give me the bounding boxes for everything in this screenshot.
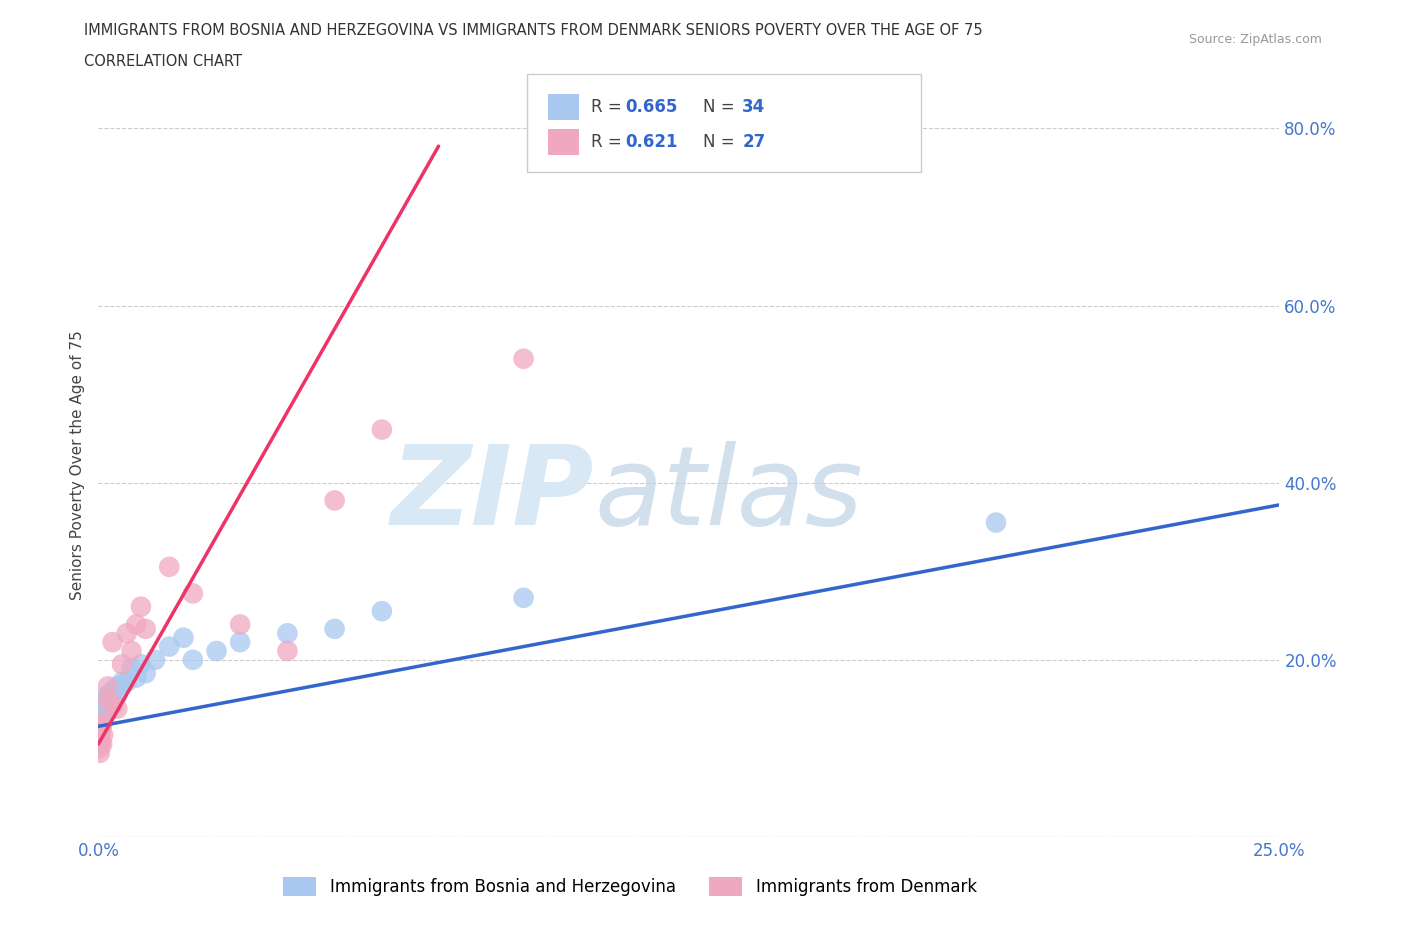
Point [121, 661, 143, 676]
Point [371, 604, 394, 618]
Point [91, 697, 114, 711]
Point [984, 515, 1007, 530]
Point [135, 621, 157, 636]
Point [157, 639, 180, 654]
Y-axis label: Seniors Poverty Over the Age of 75: Seniors Poverty Over the Age of 75 [69, 330, 84, 600]
Point [512, 591, 534, 605]
Text: CORRELATION CHART: CORRELATION CHART [84, 54, 242, 69]
Point [91, 727, 114, 742]
Legend: Immigrants from Bosnia and Herzegovina, Immigrants from Denmark: Immigrants from Bosnia and Herzegovina, … [277, 870, 983, 903]
Point [101, 684, 124, 698]
Point [105, 679, 128, 694]
Point [91, 714, 114, 729]
Point [97, 688, 120, 703]
Text: R =: R = [591, 98, 627, 116]
Point [181, 586, 204, 601]
Point [91, 701, 114, 716]
Text: 0.621: 0.621 [626, 133, 678, 152]
Text: 0.665: 0.665 [626, 98, 678, 116]
Point [512, 352, 534, 366]
Point [111, 657, 134, 671]
Point [89, 732, 111, 747]
Point [90, 714, 112, 729]
Point [105, 701, 128, 716]
Text: ZIP: ZIP [391, 441, 595, 549]
Point [205, 644, 228, 658]
Text: atlas: atlas [595, 441, 863, 549]
Text: N =: N = [703, 133, 740, 152]
Point [143, 653, 166, 668]
Point [157, 560, 180, 575]
Point [89, 719, 111, 734]
Point [101, 697, 124, 711]
Point [111, 674, 134, 689]
Point [229, 617, 252, 631]
Point [90, 710, 112, 724]
Point [115, 626, 138, 641]
Point [121, 644, 143, 658]
Text: IMMIGRANTS FROM BOSNIA AND HERZEGOVINA VS IMMIGRANTS FROM DENMARK SENIORS POVERT: IMMIGRANTS FROM BOSNIA AND HERZEGOVINA V… [84, 23, 983, 38]
Point [90, 701, 112, 716]
Point [91, 714, 114, 729]
Text: 27: 27 [742, 133, 766, 152]
Text: R =: R = [591, 133, 627, 152]
Point [323, 621, 346, 636]
Point [129, 599, 152, 614]
Point [89, 741, 111, 756]
Point [91, 737, 114, 751]
Point [323, 493, 346, 508]
Point [91, 692, 114, 707]
Point [371, 422, 394, 437]
Point [89, 746, 111, 761]
Text: 34: 34 [742, 98, 766, 116]
Point [129, 657, 152, 671]
Point [89, 706, 111, 721]
Point [90, 719, 112, 734]
Text: N =: N = [703, 98, 740, 116]
Point [172, 631, 194, 645]
Text: Source: ZipAtlas.com: Source: ZipAtlas.com [1188, 33, 1322, 46]
Point [97, 679, 120, 694]
Point [125, 671, 148, 685]
Point [97, 692, 120, 707]
Point [276, 626, 298, 641]
Point [125, 617, 148, 631]
Point [101, 692, 124, 707]
Point [89, 714, 111, 729]
Point [97, 692, 120, 707]
Point [101, 634, 124, 649]
Point [105, 688, 128, 703]
Point [181, 653, 204, 668]
Point [115, 674, 138, 689]
Point [91, 706, 114, 721]
Point [135, 666, 157, 681]
Point [90, 737, 112, 751]
Point [90, 724, 112, 738]
Point [276, 644, 298, 658]
Point [229, 634, 252, 649]
